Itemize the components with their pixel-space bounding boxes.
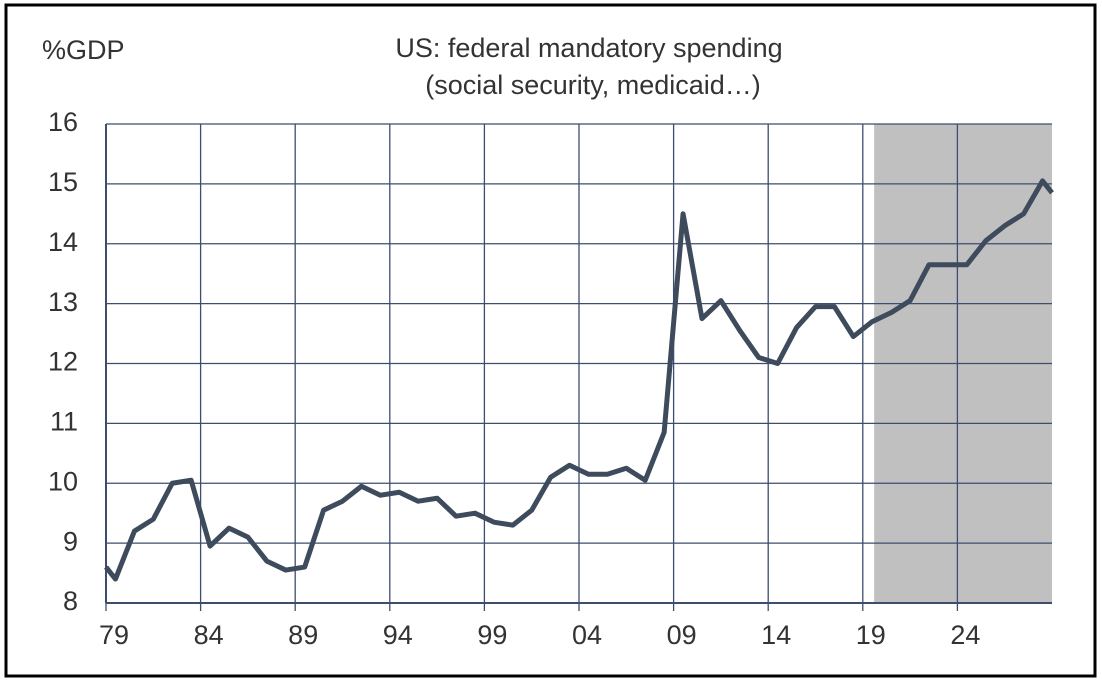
- x-tick-label: 99: [477, 620, 507, 650]
- y-tick-label: 12: [48, 347, 78, 377]
- y-tick-label: 15: [48, 167, 78, 197]
- x-tick-label: 89: [288, 620, 318, 650]
- data-line: [104, 178, 1054, 582]
- y-tick-label: 13: [48, 287, 78, 317]
- y-tick-label: 9: [63, 526, 78, 556]
- y-axis-label: %GDP: [42, 35, 125, 65]
- x-tick-label: 14: [761, 620, 791, 650]
- x-tick-label: 79: [99, 620, 129, 650]
- x-tick-label: 09: [667, 620, 697, 650]
- x-tick-label: 19: [856, 620, 886, 650]
- x-tick-label: 84: [194, 620, 224, 650]
- chart-title: US: federal mandatory spending: [395, 33, 782, 63]
- x-tick-label: 24: [950, 620, 980, 650]
- chart-subtitle: (social security, medicaid…): [425, 70, 761, 100]
- y-tick-label: 14: [48, 227, 78, 257]
- y-tick-label: 8: [63, 586, 78, 616]
- y-tick-label: 10: [48, 466, 78, 496]
- y-tick-label: 16: [48, 107, 78, 137]
- x-tick-label: 04: [572, 620, 602, 650]
- x-tick-label: 94: [383, 620, 413, 650]
- y-tick-label: 11: [50, 407, 78, 437]
